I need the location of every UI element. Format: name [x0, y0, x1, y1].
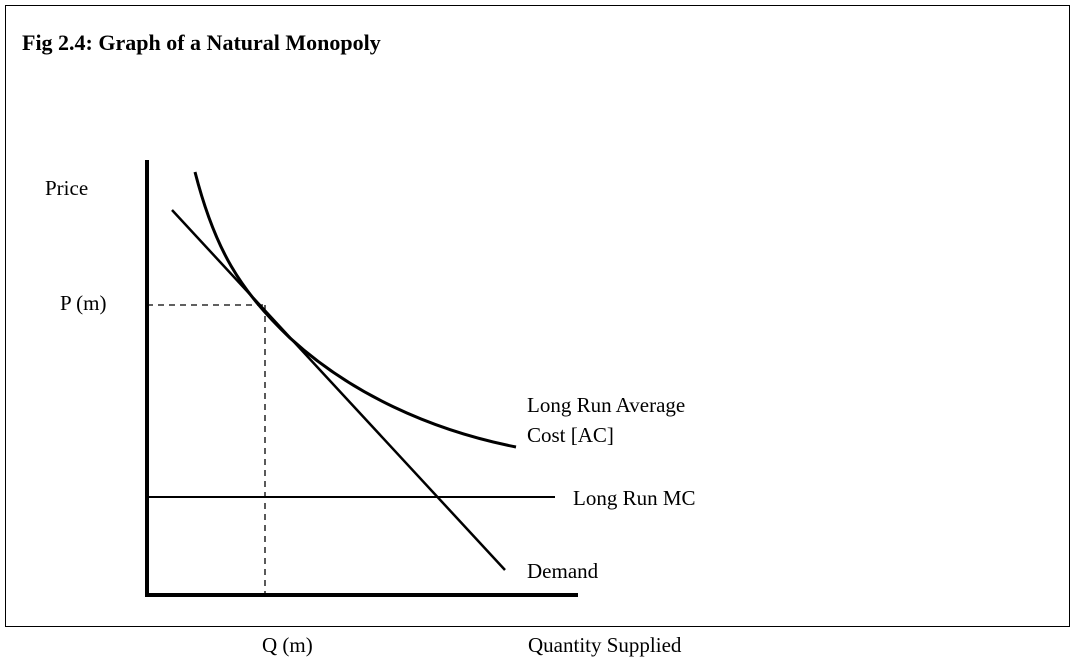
demand-label: Demand	[527, 559, 599, 583]
frame	[5, 5, 1070, 627]
marginal-cost-label: Long Run MC	[573, 486, 696, 510]
x-axis-label: Quantity Supplied	[528, 633, 682, 657]
price-marker: P (m)	[60, 291, 106, 315]
y-axis-label: Price	[45, 176, 88, 200]
demand-line	[171, 209, 506, 571]
average-cost-label: Long Run Average	[527, 393, 685, 417]
average-cost-label: Cost [AC]	[527, 423, 614, 447]
quantity-marker: Q (m)	[262, 633, 313, 657]
average-cost-curve	[193, 171, 517, 449]
title: Fig 2.4: Graph of a Natural Monopoly	[22, 30, 381, 55]
